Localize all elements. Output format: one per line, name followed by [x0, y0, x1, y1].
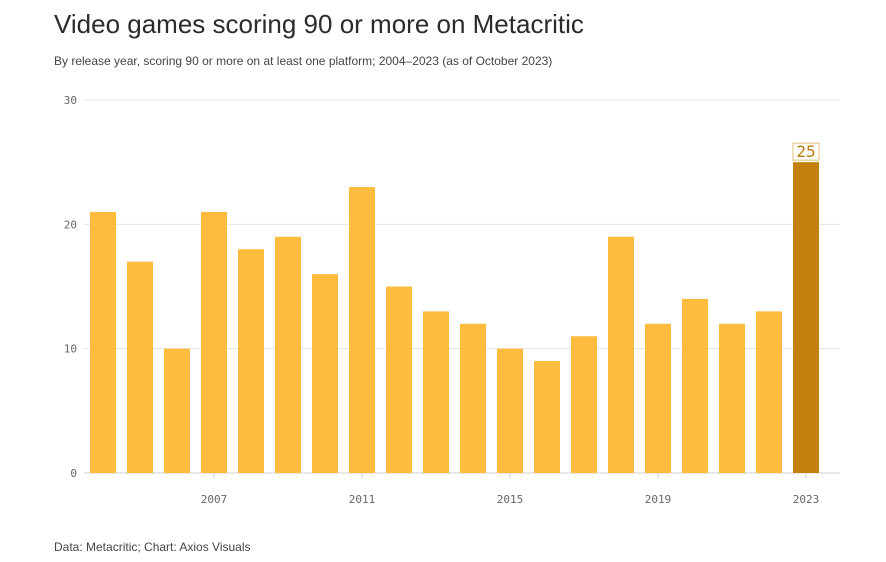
bar-2005: [127, 261, 153, 473]
bar-2014: [460, 323, 486, 473]
x-tick-label: 2019: [645, 493, 672, 506]
bar-2012: [386, 286, 412, 473]
highlight-data-label: 25: [796, 142, 815, 161]
bar-2020: [682, 298, 708, 473]
bar-2017: [571, 336, 597, 473]
bar-2008: [238, 249, 264, 473]
x-tick-label: 2023: [793, 493, 820, 506]
y-tick-label: 30: [64, 94, 77, 107]
bar-2016: [534, 361, 560, 473]
chart-source: Data: Metacritic; Chart: Axios Visuals: [54, 540, 251, 554]
bar-2021: [719, 323, 745, 473]
x-tick-label: 2015: [497, 493, 524, 506]
bar-2007: [201, 211, 227, 473]
bar-2009: [275, 236, 301, 473]
chart-subtitle: By release year, scoring 90 or more on a…: [54, 54, 553, 68]
bar-2019: [645, 323, 671, 473]
y-tick-label: 0: [70, 467, 77, 480]
bar-2004: [90, 211, 116, 473]
chart-title: Video games scoring 90 or more on Metacr…: [54, 9, 584, 39]
y-tick-label: 20: [64, 218, 77, 231]
bar-2006: [164, 348, 190, 473]
highlight-label-box: [792, 142, 820, 161]
bar-2015: [497, 348, 523, 473]
x-tick-label: 2007: [201, 493, 228, 506]
bar-2010: [312, 274, 338, 473]
bar-2018: [608, 236, 634, 473]
y-tick-label: 10: [64, 343, 77, 356]
bar-2023: [793, 162, 819, 473]
bar-2011: [349, 187, 375, 474]
bar-2022: [756, 311, 782, 473]
x-tick-label: 2011: [349, 493, 376, 506]
bar-2013: [423, 311, 449, 473]
